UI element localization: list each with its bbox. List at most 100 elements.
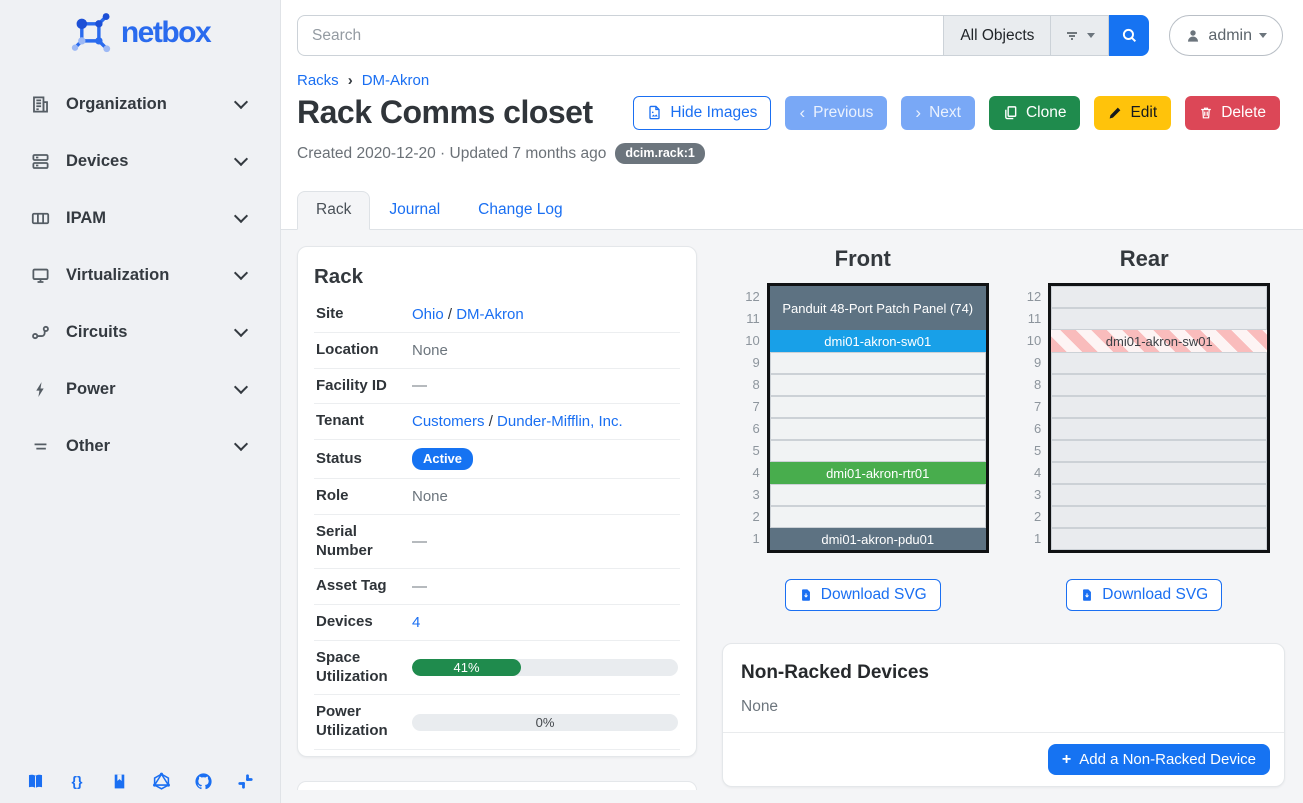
code-braces-icon[interactable]: {} [71,773,83,789]
rack-empty-slot[interactable] [1051,484,1268,506]
slack-icon[interactable] [235,771,255,791]
rack-empty-slot[interactable] [769,374,986,396]
rack-empty-slot[interactable] [1051,528,1268,550]
front-download-svg-button[interactable]: Download SVG [784,579,941,611]
netbox-logo[interactable]: netbox [10,12,270,54]
graphql-icon[interactable] [151,771,171,791]
breadcrumb-site-link[interactable]: DM-Akron [361,72,430,89]
trash-icon [1199,106,1213,120]
previous-button[interactable]: ‹ Previous [785,95,888,130]
file-download-icon [799,588,813,602]
next-button[interactable]: › Next [901,95,975,130]
netbox-logo-icon [70,12,112,54]
chevron-down-icon [233,265,249,281]
bolt-icon [30,380,50,400]
rack-device[interactable]: dmi01-akron-rtr01 [769,462,986,484]
sidebar-item-power[interactable]: Power [0,361,280,418]
edit-button[interactable]: Edit [1094,95,1172,130]
rack-empty-slot[interactable] [1051,440,1268,462]
object-id-badge: dcim.rack:1 [615,143,705,164]
breadcrumb-racks-link[interactable]: Racks [297,72,339,89]
building-icon [30,95,50,115]
rack-empty-slot[interactable] [1051,286,1268,308]
unit-number: 2 [752,509,760,524]
tab-rack[interactable]: Rack [297,191,371,230]
attr-row-role: Role None [314,479,680,515]
chevron-right-icon: › [915,103,922,122]
sidebar-item-virtualization[interactable]: Virtualization [0,247,280,304]
tenant-link[interactable]: Dunder-Mifflin, Inc. [497,413,623,431]
user-menu-button[interactable]: admin [1169,15,1283,56]
github-icon[interactable] [193,771,213,791]
rack-device[interactable]: Panduit 48-Port Patch Panel (74) [769,286,986,330]
space-utilization-fill: 41% [412,659,522,676]
search-filter-dropdown[interactable] [1050,15,1110,56]
rack-elevations: Front 12 11 10 9 8 7 6 5 4 3 2 1 Panduit 48-Port Pa… [722,246,1285,611]
device-count-link[interactable]: 4 [412,613,421,631]
rack-empty-slot[interactable] [1051,462,1268,484]
rack-empty-slot[interactable] [1051,308,1268,330]
sidebar-item-devices[interactable]: Devices [0,133,280,190]
rack-device[interactable]: dmi01-akron-sw01 [769,330,986,352]
docs-book-icon[interactable] [25,771,45,791]
unit-number: 1 [752,531,760,546]
rack-empty-slot[interactable] [769,440,986,462]
tab-journal[interactable]: Journal [389,201,441,218]
unit-number: 9 [1034,355,1042,370]
rack-device[interactable]: dmi01-akron-sw01 [1051,330,1268,352]
sidebar-item-other[interactable]: Other [0,418,280,475]
journal-icon[interactable] [109,771,129,791]
rack-empty-slot[interactable] [769,506,986,528]
tab-change-log[interactable]: Change Log [478,201,563,218]
rack-empty-slot[interactable] [1051,418,1268,440]
site-region-link[interactable]: Ohio [412,305,444,323]
facility-id-value: — [412,377,427,395]
sidebar-item-ipam[interactable]: IPAM [0,190,280,247]
clone-button[interactable]: Clone [988,95,1081,130]
unit-number: 5 [1034,443,1042,458]
space-utilization-bar: 41% [412,659,678,676]
sidebar-item-label: Power [66,380,116,398]
sidebar-item-circuits[interactable]: Circuits [0,304,280,361]
global-search: All Objects [297,15,1150,56]
rack-empty-slot[interactable] [1051,374,1268,396]
sidebar-item-label: Circuits [66,323,128,341]
asset-tag-value: — [412,578,427,596]
add-non-racked-device-button[interactable]: + Add a Non-Racked Device [1047,744,1270,775]
rear-download-svg-button[interactable]: Download SVG [1066,579,1223,611]
unit-number: 1 [1034,531,1042,546]
site-link[interactable]: DM-Akron [456,305,524,323]
ip-counter-icon [30,209,50,229]
sidebar-item-organization[interactable]: Organization [0,76,280,133]
sidebar-item-label: Devices [66,152,129,170]
attr-row-facility-id: Facility ID — [314,369,680,405]
hide-images-button[interactable]: Hide Images [633,95,772,130]
rack-empty-slot[interactable] [769,484,986,506]
rack-empty-slot[interactable] [1051,396,1268,418]
search-submit-button[interactable] [1109,15,1150,56]
search-input[interactable] [297,15,944,56]
monitor-icon [30,266,50,286]
tabs: Rack Journal Change Log [281,191,1303,230]
rack-empty-slot[interactable] [769,418,986,440]
unit-number: 9 [752,355,760,370]
unit-number: 7 [1034,399,1042,414]
front-elevation: Front 12 11 10 9 8 7 6 5 4 3 2 1 Panduit 48-Port Pa… [737,246,989,611]
sidebar-item-label: Virtualization [66,266,170,284]
rack-empty-slot[interactable] [769,352,986,374]
attr-row-location: Location None [314,333,680,369]
chevron-down-icon [233,94,249,110]
netbox-logo-text: netbox [120,16,212,49]
rack-empty-slot[interactable] [1051,352,1268,374]
search-scope-button[interactable]: All Objects [943,15,1051,56]
rear-rack-diagram: dmi01-akron-sw01 [1048,283,1271,553]
rack-empty-slot[interactable] [769,396,986,418]
unit-number: 5 [752,443,760,458]
rack-panel-title: Rack [314,265,364,288]
unit-number: 12 [745,289,760,304]
person-icon [1185,28,1201,44]
tenant-group-link[interactable]: Customers [412,413,485,431]
rack-empty-slot[interactable] [1051,506,1268,528]
rack-device[interactable]: dmi01-akron-pdu01 [769,528,986,550]
delete-button[interactable]: Delete [1185,95,1280,130]
